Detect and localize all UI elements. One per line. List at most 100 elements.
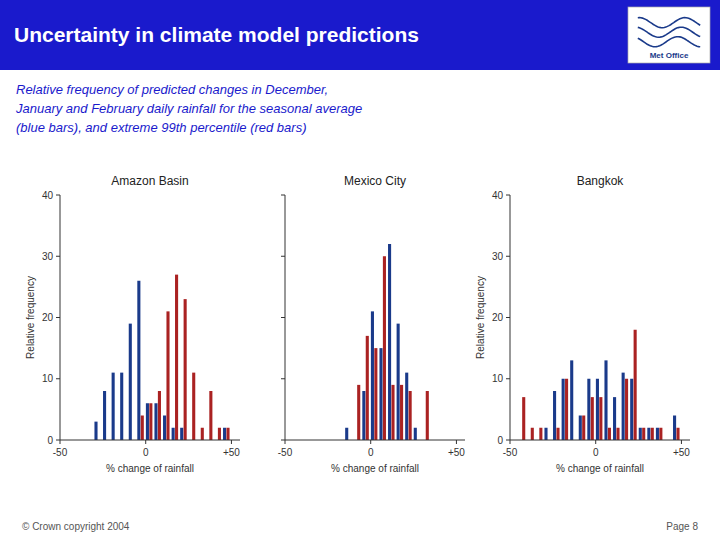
subtitle-line: (blue bars), and extreme 99th percentile… <box>16 120 306 135</box>
bar <box>622 373 625 440</box>
y-tick <box>506 378 510 379</box>
y-tick <box>281 378 285 379</box>
y-tick-label: 0 <box>497 435 503 446</box>
bar <box>223 428 226 440</box>
y-tick <box>281 195 285 196</box>
bar <box>137 281 140 440</box>
y-tick <box>506 195 510 196</box>
x-tick <box>60 440 61 444</box>
bar <box>659 428 662 440</box>
bar <box>166 311 169 440</box>
x-label: % change of rainfall <box>106 463 194 474</box>
y-tick-label: 0 <box>47 435 53 446</box>
bar <box>357 385 360 440</box>
bar <box>180 428 183 440</box>
x-axis <box>285 440 465 441</box>
y-tick <box>56 317 60 318</box>
chart-title: Amazon Basin <box>111 174 188 188</box>
x-label: % change of rainfall <box>556 463 644 474</box>
y-tick-label: 20 <box>492 312 504 323</box>
x-tick-label: +50 <box>448 447 465 458</box>
y-label: Relative frequency <box>475 276 486 359</box>
chart-title: Mexico City <box>344 174 406 188</box>
bar <box>426 391 429 440</box>
bar <box>616 428 619 440</box>
x-tick-label: 0 <box>368 447 374 458</box>
bar <box>553 391 556 440</box>
bar <box>570 360 573 440</box>
bar <box>226 428 229 440</box>
header <box>0 0 720 70</box>
bar <box>209 391 212 440</box>
bar <box>163 416 166 441</box>
bar <box>141 416 144 441</box>
y-tick-label: 10 <box>492 373 504 384</box>
bar <box>651 428 654 440</box>
bar <box>544 428 547 440</box>
y-tick-label: 40 <box>492 190 504 201</box>
bar <box>129 324 132 440</box>
y-tick <box>506 256 510 257</box>
logo-wave <box>638 37 700 47</box>
bars <box>94 275 229 440</box>
bar <box>172 428 175 440</box>
y-tick <box>281 440 285 441</box>
bar <box>587 379 590 440</box>
bar <box>154 403 157 440</box>
bar <box>379 348 382 440</box>
bar <box>613 397 616 440</box>
bar <box>591 397 594 440</box>
y-tick-label: 30 <box>42 251 54 262</box>
x-tick-label: +50 <box>673 447 690 458</box>
bar <box>405 373 408 440</box>
bar <box>556 428 559 440</box>
bar <box>158 391 161 440</box>
bar <box>184 299 187 440</box>
bar <box>562 379 565 440</box>
bar <box>531 428 534 440</box>
bar <box>366 336 369 440</box>
chart-title: Bangkok <box>577 174 625 188</box>
bars <box>345 244 429 440</box>
bar <box>388 244 391 440</box>
bar <box>414 428 417 440</box>
y-tick-label: 10 <box>42 373 54 384</box>
bar <box>192 373 195 440</box>
bar <box>642 428 645 440</box>
y-tick <box>56 440 60 441</box>
bar <box>345 428 348 440</box>
x-tick <box>145 440 146 444</box>
bar <box>383 256 386 440</box>
bar <box>397 324 400 440</box>
page-title: Uncertainty in climate model predictions <box>14 23 419 46</box>
y-tick <box>56 256 60 257</box>
subtitle-line: Relative frequency of predicted changes … <box>16 82 328 97</box>
bar <box>391 385 394 440</box>
bar <box>579 416 582 441</box>
x-axis <box>510 440 690 441</box>
x-tick <box>510 440 511 444</box>
bar <box>374 348 377 440</box>
subtitle-line: January and February daily rainfall for … <box>15 101 362 116</box>
bar <box>639 428 642 440</box>
x-tick <box>681 440 682 444</box>
bar <box>120 373 123 440</box>
x-label: % change of rainfall <box>331 463 419 474</box>
bar <box>630 379 633 440</box>
bar <box>625 379 628 440</box>
y-tick-label: 40 <box>42 190 54 201</box>
logo-wave <box>638 18 700 28</box>
x-tick-label: -50 <box>503 447 518 458</box>
bar <box>94 422 97 440</box>
page-number: Page 8 <box>666 521 698 532</box>
bar <box>656 428 659 440</box>
bar <box>409 391 412 440</box>
x-tick-label: 0 <box>593 447 599 458</box>
bar <box>201 428 204 440</box>
bar <box>634 330 637 440</box>
panel: -500+50010203040Bangkok% change of rainf… <box>475 174 690 474</box>
page: Uncertainty in climate model predictions… <box>0 0 720 540</box>
logo-box <box>628 7 710 63</box>
y-tick-label: 30 <box>492 251 504 262</box>
bar <box>112 373 115 440</box>
